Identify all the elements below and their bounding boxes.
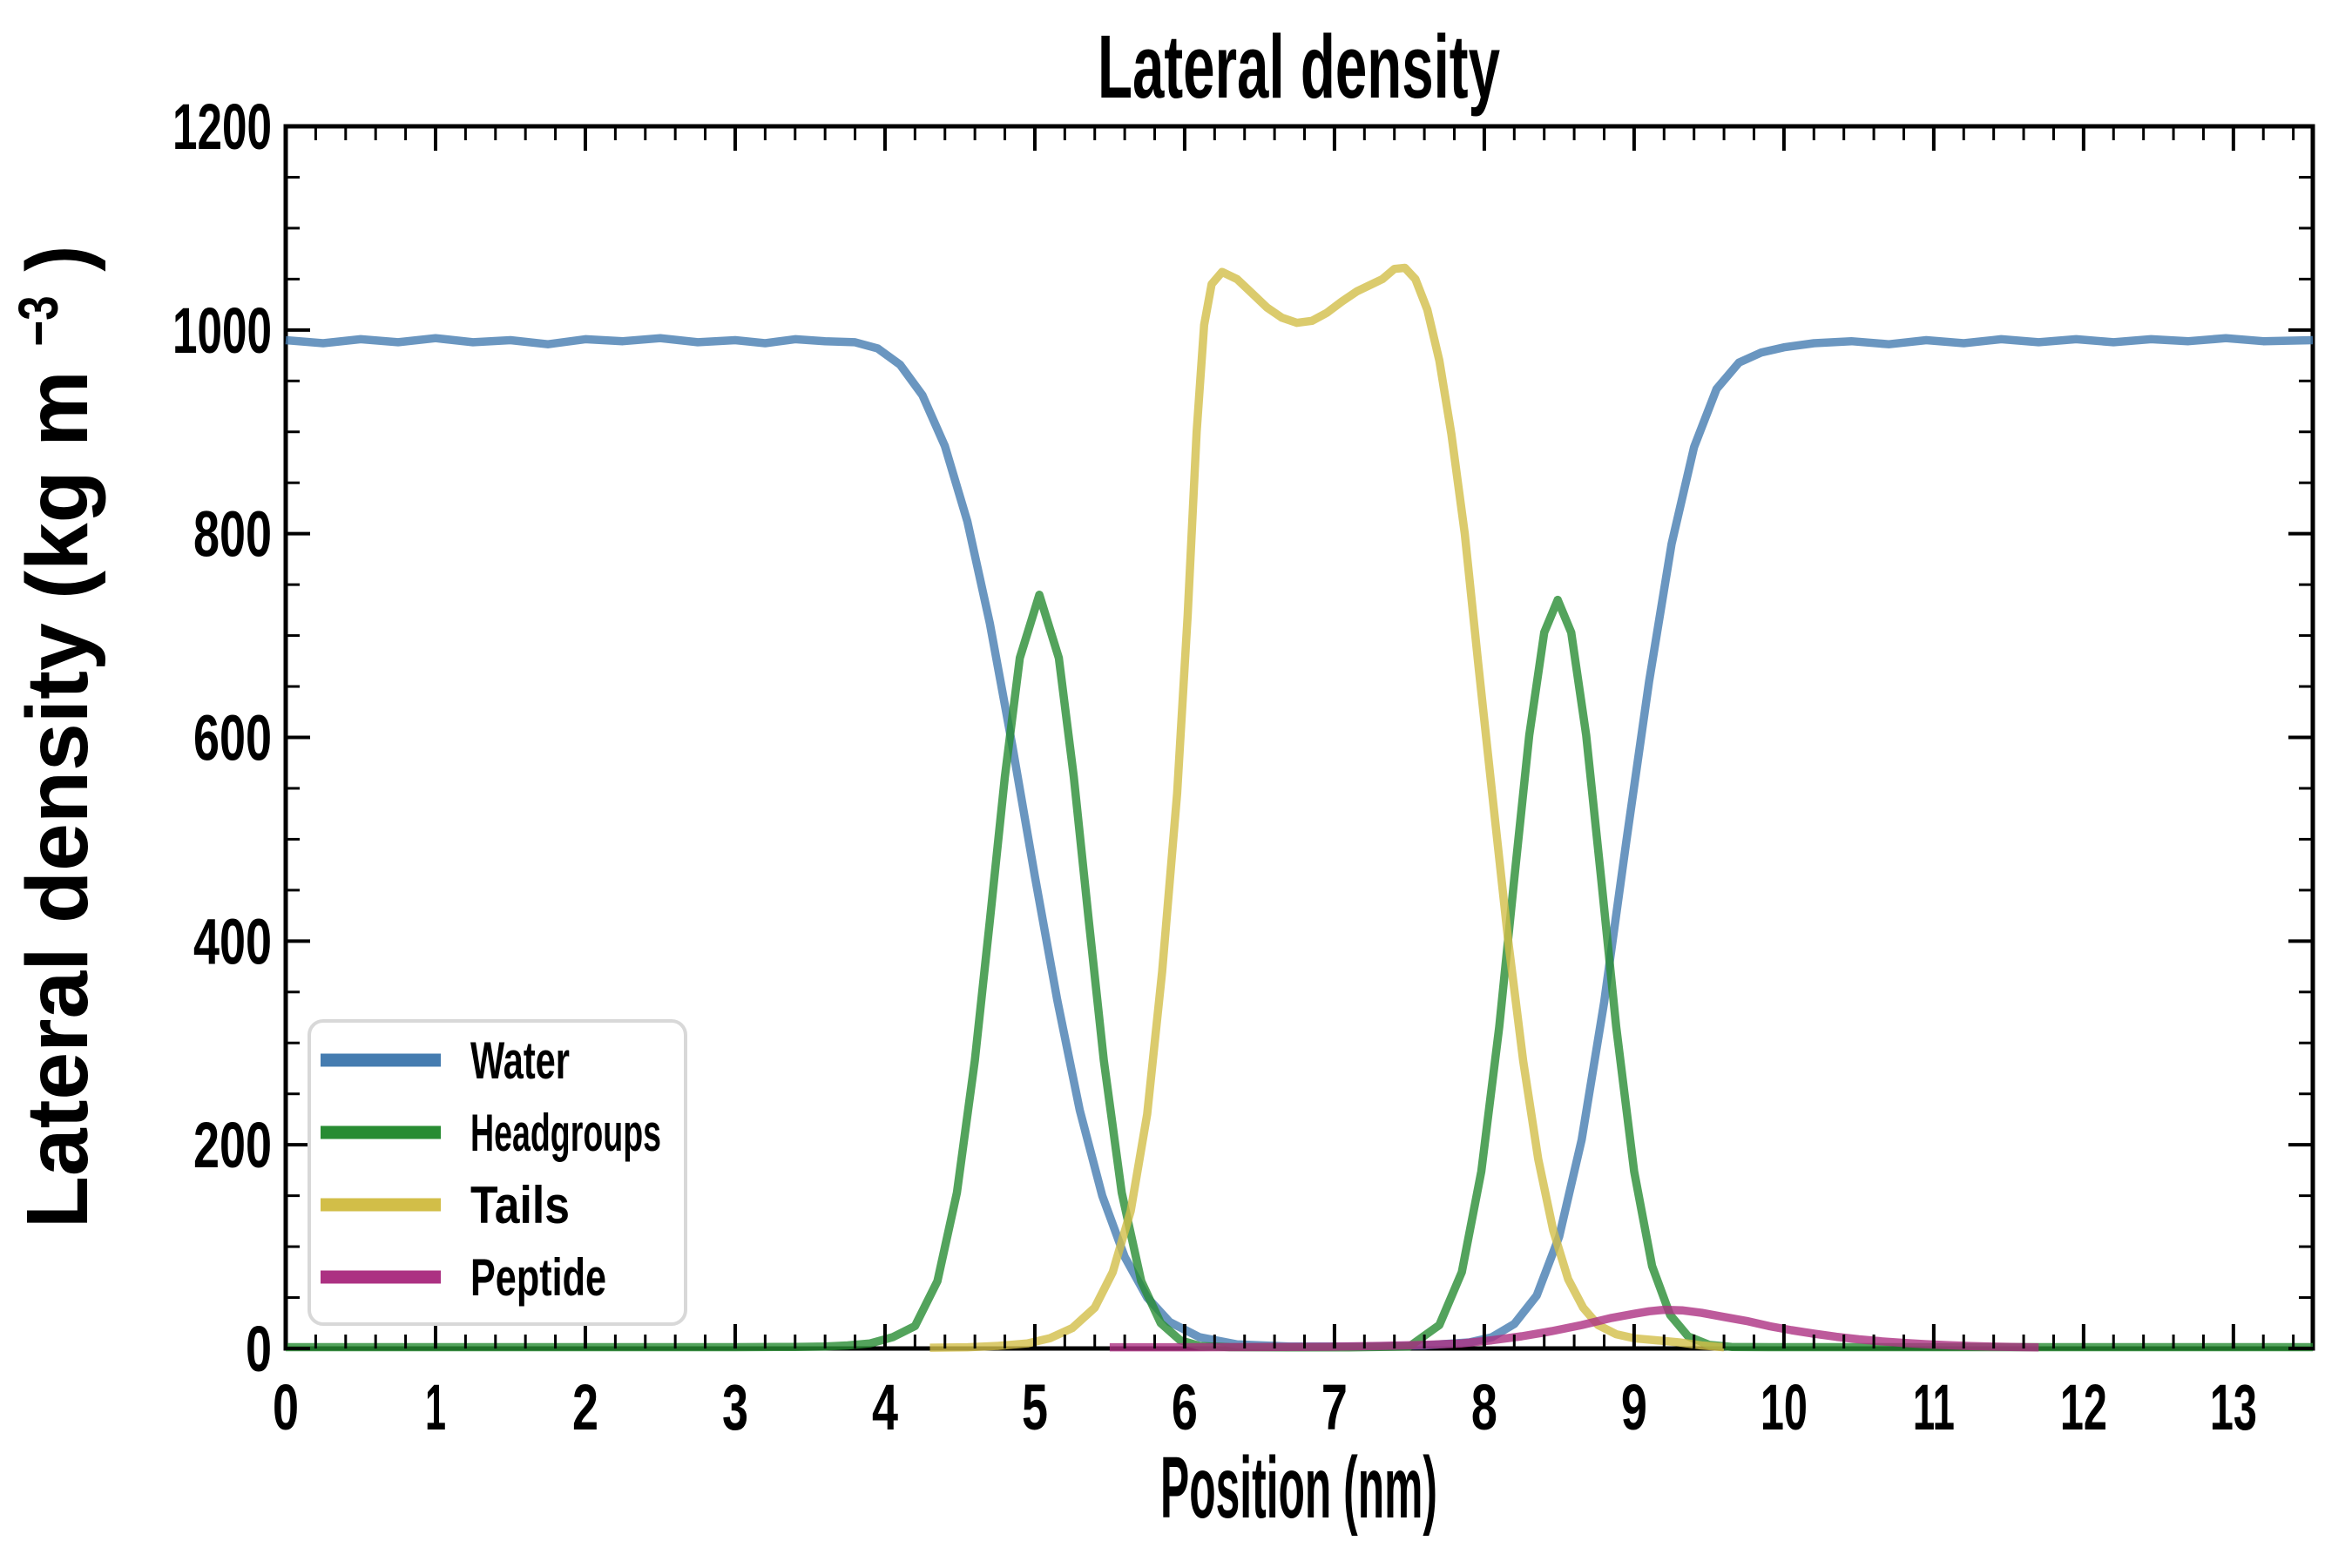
x-tick-label: 10 [1761, 1371, 1808, 1443]
x-tick-label: 12 [2060, 1371, 2107, 1443]
series-peptide-curve [1109, 1305, 2039, 1352]
x-tick-label: 9 [1621, 1371, 1647, 1443]
curves-layer [285, 263, 2314, 1352]
x-tick-label: 5 [1022, 1371, 1048, 1443]
x-tick-label: 7 [1321, 1371, 1348, 1443]
legend-label-peptide: Peptide [470, 1248, 606, 1307]
y-axis-label-main: Lateral density (kg m [9, 370, 106, 1228]
x-tick-label: 8 [1471, 1371, 1497, 1443]
x-tick-label: 2 [572, 1371, 598, 1443]
y-axis-label-close: ) [9, 246, 106, 272]
x-tick-label: 0 [273, 1371, 299, 1443]
x-tick-label: 11 [1913, 1371, 1955, 1443]
y-tick-label: 400 [193, 905, 272, 977]
chart-title: Lateral density [1098, 17, 1500, 117]
legend-label-tails: Tails [470, 1176, 570, 1234]
legend-items: Water Headgroups Tails Peptide [321, 1031, 661, 1307]
legend: Water Headgroups Tails Peptide [308, 1019, 687, 1326]
legend-label-water: Water [470, 1031, 570, 1090]
x-tick-label: 3 [722, 1371, 748, 1443]
x-tick-label: 4 [872, 1371, 898, 1443]
y-tick-label: 800 [193, 498, 272, 571]
x-tick-label: 1 [425, 1371, 446, 1443]
y-axis-label: Lateral density (kg m −3 ) [0, 246, 106, 1229]
series-tails-curve [929, 263, 1725, 1352]
y-tick-label: 0 [246, 1313, 272, 1385]
x-axis-label: Position (nm) [1160, 1439, 1437, 1537]
y-axis-label-superscript: −3 [7, 296, 70, 347]
y-tick-label: 600 [193, 702, 272, 774]
x-tick-label: 13 [2210, 1371, 2257, 1443]
y-tick-label: 1200 [172, 91, 272, 163]
y-tick-label: 1000 [172, 294, 272, 367]
x-tick-label: 6 [1172, 1371, 1198, 1443]
legend-label-headgroups: Headgroups [470, 1104, 661, 1162]
y-tick-label: 200 [193, 1109, 272, 1181]
legend-box [308, 1019, 687, 1326]
ticks-layer [284, 125, 2313, 1350]
